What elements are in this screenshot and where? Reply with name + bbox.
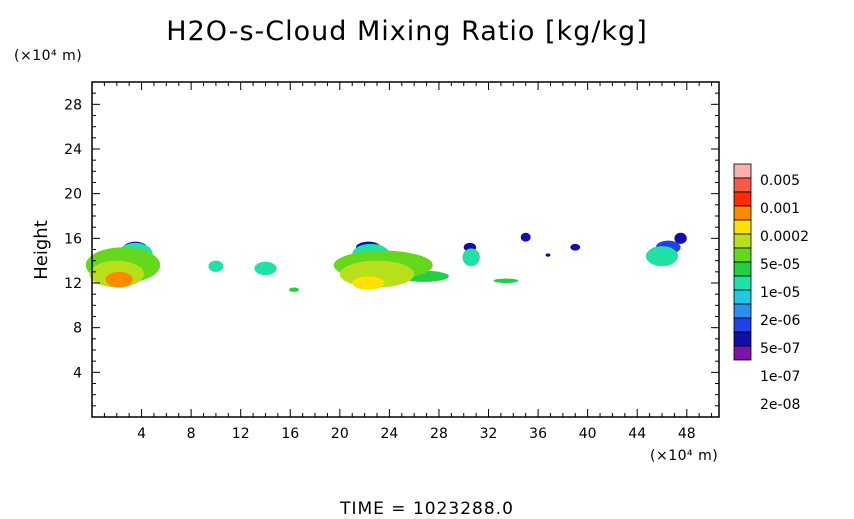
colorbar-swatch <box>733 345 752 361</box>
cloud-region <box>645 246 679 267</box>
colorbar-swatch <box>733 247 752 263</box>
cloud-region <box>254 261 277 276</box>
x-tick-label: 32 <box>480 426 498 442</box>
y-tick-label: 20 <box>64 187 82 203</box>
x-tick-label: 36 <box>529 426 547 442</box>
x-tick-label: 8 <box>187 426 196 442</box>
colorbar: 0.005 0.001 0.0002 5e-05 1e-05 2e-06 5e-07 1e-0… <box>733 163 809 413</box>
time-label: TIME = 1023288.0 <box>339 499 514 519</box>
cloud-region <box>105 271 133 288</box>
y-tick-label: 24 <box>64 142 82 158</box>
colorbar-label: 2e-06 <box>760 313 800 329</box>
cloud-region <box>570 243 581 251</box>
cloud-region <box>493 278 519 283</box>
y-tick-label: 16 <box>64 231 82 247</box>
y-tick-label: 4 <box>73 365 82 381</box>
x-tick-label: 24 <box>380 426 398 442</box>
x-tick-label: 4 <box>137 426 146 442</box>
x-tick-label: 48 <box>678 426 696 442</box>
cloud-region <box>352 276 385 290</box>
x-tick-label: 20 <box>331 426 349 442</box>
colorbar-label: 2e-08 <box>760 397 800 413</box>
colorbar-swatch <box>733 177 752 193</box>
y-tick-label: 12 <box>64 276 82 292</box>
cloud-region <box>520 232 531 242</box>
colorbar-label: 1e-05 <box>760 285 800 301</box>
cloud-region <box>674 232 687 244</box>
colorbar-swatch <box>733 275 752 291</box>
colorbar-label: 0.001 <box>760 201 800 217</box>
colorbar-label: 5e-07 <box>760 341 800 357</box>
colorbar-swatch <box>733 261 752 277</box>
cloud-region <box>545 253 551 257</box>
x-tick-label: 44 <box>628 426 646 442</box>
colorbar-swatch <box>733 289 752 305</box>
colorbar-swatch <box>733 331 752 347</box>
x-unit-label: (×10⁴ m) <box>650 448 718 464</box>
x-tick-label: 12 <box>232 426 250 442</box>
chart-title: H2O-s-Cloud Mixing Ratio [kg/kg] <box>166 16 647 47</box>
cloud-region <box>289 287 299 292</box>
plot-frame <box>91 81 720 418</box>
colorbar-swatch <box>733 317 752 333</box>
colorbar-swatch <box>733 205 752 221</box>
cloud-region <box>208 260 224 272</box>
cloud-region <box>462 248 480 267</box>
colorbar-swatch <box>733 303 752 319</box>
colorbar-swatch <box>733 219 752 235</box>
colorbar-label: 1e-07 <box>760 369 800 385</box>
colorbar-swatch <box>733 233 752 249</box>
colorbar-label: 0.005 <box>760 173 800 189</box>
colorbar-label: 0.0002 <box>760 229 809 245</box>
x-tick-label: 28 <box>430 426 448 442</box>
y-axis-label: Height <box>31 220 52 280</box>
y-tick-label: 8 <box>73 321 82 337</box>
x-tick-label: 40 <box>579 426 597 442</box>
colorbar-swatch <box>733 191 752 207</box>
y-unit-label: (×10⁴ m) <box>14 48 82 64</box>
x-tick-label: 16 <box>281 426 299 442</box>
colorbar-swatch <box>733 163 752 179</box>
y-tick-label: 28 <box>64 97 82 113</box>
colorbar-label: 5e-05 <box>760 257 800 273</box>
